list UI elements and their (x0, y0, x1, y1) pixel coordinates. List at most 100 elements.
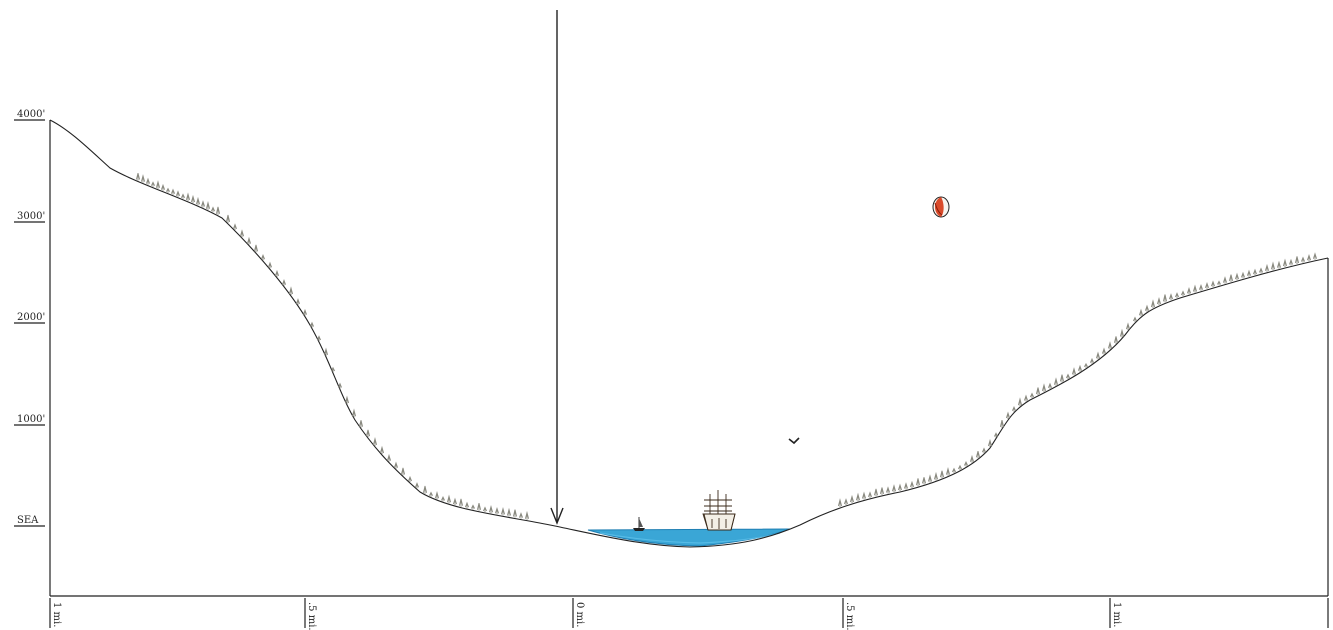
tree-icon (506, 507, 512, 517)
tree-icon (458, 498, 464, 507)
tree-icon (295, 298, 301, 305)
tree-icon (849, 494, 855, 503)
distance-label-neg1: 1 mi. (51, 602, 62, 627)
distance-label-0: 0 mi. (574, 602, 585, 627)
tree-icon (323, 347, 329, 356)
tree-icon (482, 506, 488, 512)
tree-icon (344, 395, 350, 404)
tree-icon (909, 480, 915, 488)
tree-icon (1144, 304, 1150, 312)
tree-icon (1005, 411, 1011, 419)
tree-icon (1252, 268, 1258, 276)
tree-icon (1065, 373, 1071, 379)
tree-icon (1258, 267, 1264, 274)
tree-icon (274, 269, 280, 277)
tree-icon (407, 475, 413, 482)
tree-icon (1234, 272, 1240, 281)
tree-icon (351, 408, 357, 418)
tree-icon (288, 286, 294, 295)
tree-icon (246, 236, 252, 245)
tree-icon (1282, 258, 1288, 267)
tree-icon (981, 447, 987, 454)
tree-icon (1132, 316, 1138, 322)
tree-icon (512, 509, 518, 518)
tree-icon (867, 491, 873, 498)
tree-icon (195, 196, 201, 206)
tree-icon (879, 487, 885, 495)
tree-icon (1059, 374, 1065, 383)
elevation-label-2000: 2000' (17, 312, 45, 323)
tree-icon (1217, 280, 1221, 286)
tree-icon (1035, 387, 1041, 395)
tree-icon (1294, 256, 1300, 264)
tree-icon (1138, 308, 1144, 317)
tree-icon (873, 488, 879, 497)
tree-icon (379, 445, 385, 454)
tree-icon (215, 206, 221, 215)
balloon-icon (932, 196, 950, 218)
tree-icon (1264, 263, 1270, 272)
tree-icon (975, 450, 981, 459)
tree-icon (915, 478, 921, 487)
trees-left-slope (135, 172, 530, 520)
distance-axis: 1 mi. .5 mi. 0 mi. .5 mi. 1 mi. (49, 598, 1329, 630)
tree-icon (500, 507, 506, 516)
tree-icon (1228, 274, 1234, 282)
elevation-label-sea: SEA (17, 515, 39, 526)
tree-icon (1168, 293, 1174, 301)
tree-icon (963, 461, 969, 467)
ship-icon (702, 490, 736, 531)
tree-icon (1053, 377, 1059, 386)
tree-icon (155, 180, 161, 189)
tree-icon (414, 482, 420, 489)
tree-icon (1071, 367, 1077, 376)
elevation-label-3000: 3000' (17, 211, 45, 222)
tree-icon (205, 201, 211, 210)
tree-icon (150, 181, 156, 187)
tree-icon (281, 278, 287, 286)
tree-icon (1047, 382, 1053, 389)
distance-label-neg05: .5 mi. (306, 602, 317, 630)
tree-icon (464, 501, 470, 509)
tree-icon (422, 485, 428, 494)
elevation-axis: 4000' 3000' 2000' 1000' SEA (14, 109, 45, 527)
bird-icon (788, 437, 800, 445)
tree-icon (1101, 347, 1107, 355)
tree-icon (330, 366, 336, 372)
sailboat-icon (633, 517, 645, 531)
tree-icon (1306, 253, 1312, 262)
tree-icon (166, 187, 170, 193)
tree-icon (239, 229, 245, 238)
tree-icon (1204, 282, 1210, 289)
tree-icon (1017, 397, 1023, 407)
tree-icon (175, 190, 181, 197)
tree-icon (1192, 284, 1198, 293)
tree-icon (337, 382, 343, 389)
tree-icon (1023, 394, 1029, 402)
tree-icon (1174, 292, 1180, 298)
tree-icon (253, 244, 259, 253)
tree-icon (843, 498, 849, 505)
tree-icon (1084, 362, 1088, 368)
tree-icon (190, 194, 196, 203)
tree-icon (939, 470, 945, 479)
elevation-label-4000: 4000' (17, 109, 45, 120)
tree-icon (428, 491, 434, 497)
frame (49, 120, 1329, 597)
terrain-profile (49, 119, 1329, 548)
tree-icon (999, 419, 1005, 428)
tree-icon (861, 491, 867, 500)
tree-icon (185, 192, 191, 201)
tree-icon (945, 466, 951, 476)
tree-icon (837, 498, 843, 507)
tree-icon (993, 432, 999, 438)
tree-icon (1119, 328, 1125, 338)
tree-icon (1186, 286, 1192, 295)
tree-icon (1107, 341, 1113, 350)
tree-icon (180, 193, 186, 199)
tree-icon (225, 214, 231, 223)
elevation-label-1000: 1000' (17, 414, 45, 425)
tree-icon (1180, 290, 1186, 297)
tree-icon (446, 494, 452, 504)
